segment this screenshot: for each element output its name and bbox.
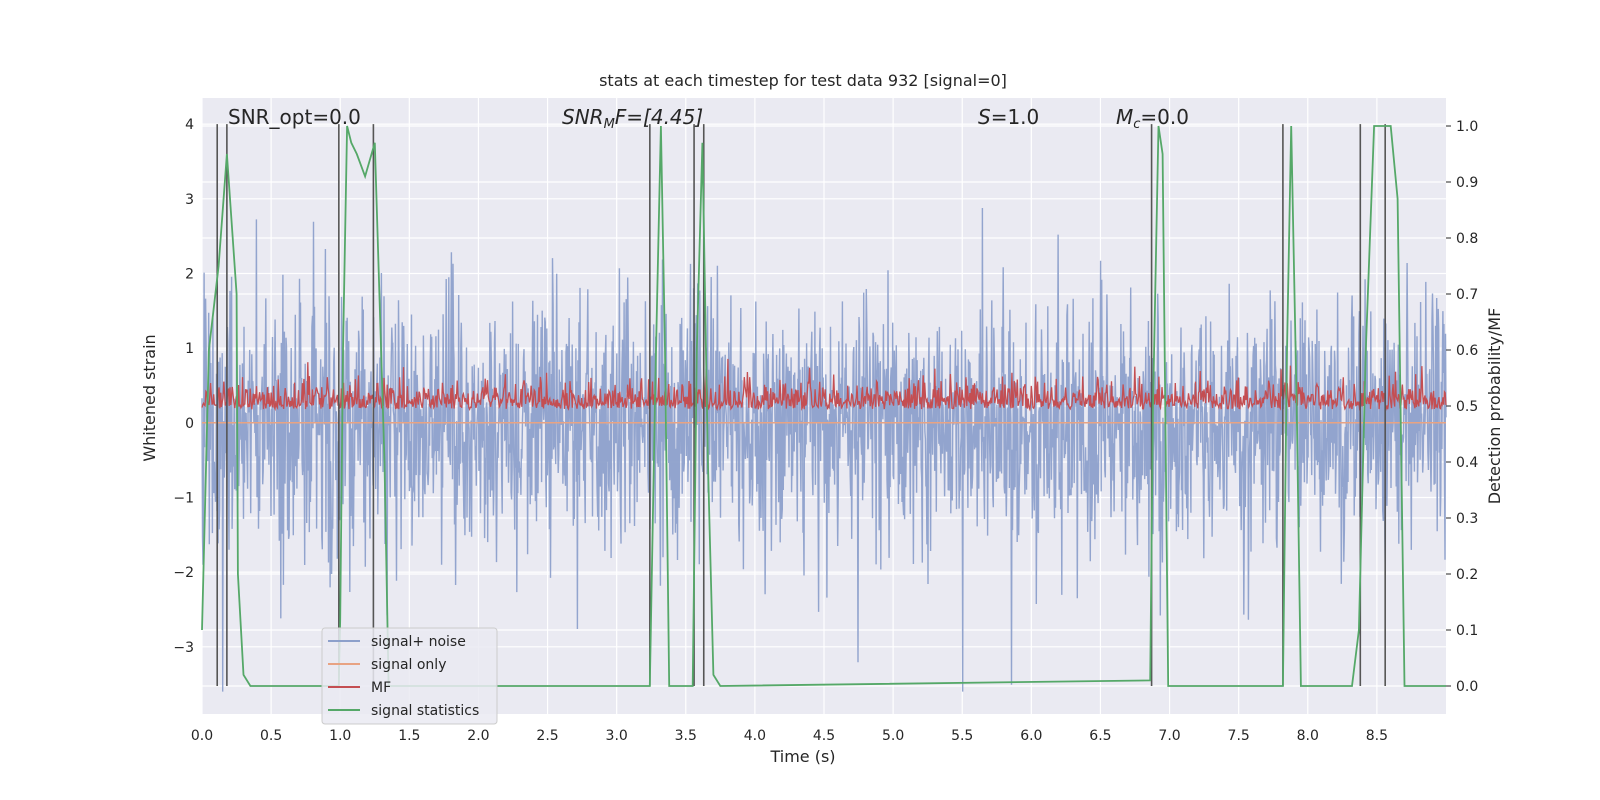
y-tick-label: −1 [173,490,194,506]
y-tick-label-right: 0.3 [1456,511,1478,527]
x-axis-label: Time (s) [769,747,835,766]
annotation-snr-opt: SNR_opt=0.0 [228,105,361,129]
y-tick-label-right: 0.5 [1456,399,1478,415]
x-tick-label: 1.0 [329,728,351,744]
y-tick-label-right: 0.4 [1456,455,1478,471]
y-tick-label: 0 [185,416,194,432]
annotation-s: S=1.0 [978,105,1039,129]
x-tick-label: 7.0 [1158,728,1180,744]
y-tick-label-right: 0.0 [1456,679,1478,695]
y-axis-label-right: Detection probability/MF [1485,308,1504,505]
legend-box [321,627,498,725]
x-tick-label: 3.0 [606,728,628,744]
x-tick-label: 4.0 [744,728,766,744]
x-tick-label: 6.0 [1020,728,1042,744]
legend-label-signal-only: signal only [371,657,446,673]
annotations: SNR_opt=0.0 SNRMF=[4.45] S=1.0 Mc=0.0 [228,105,1189,132]
x-tick-label: 7.5 [1228,728,1250,744]
y-tick-label: 2 [185,266,194,282]
x-tick-label: 8.0 [1297,728,1319,744]
annotation-snr-mf: SNRMF=[4.45] [562,105,703,132]
series-mf [201,358,1447,412]
y-tick-label: 1 [185,341,194,357]
x-tick-label: 8.5 [1366,728,1388,744]
x-tick-label: 5.5 [951,728,973,744]
noise-line [201,207,1447,692]
x-tick-label: 4.5 [813,728,835,744]
x-tick-label: 0.5 [260,728,282,744]
legend-label-mf: MF [371,680,391,696]
y-axis-label: Whitened strain [140,334,159,461]
y-tick-label-right: 0.9 [1456,175,1478,191]
mf-line [201,358,1447,412]
x-tick-label: 3.5 [675,728,697,744]
vertical-markers [216,124,1386,686]
x-tick-label: 6.5 [1089,728,1111,744]
y-tick-label-right: 0.2 [1456,567,1478,583]
x-tick-label: 1.5 [398,728,420,744]
y-ticks-left: −3 −2 −1 0 1 2 3 4 [173,117,194,656]
chart-title: stats at each timestep for test data 932… [599,71,1007,90]
legend-label-noise: signal+ noise [371,634,466,650]
y-tick-label-right: 0.7 [1456,287,1478,303]
y-tick-label-right: 0.8 [1456,231,1478,247]
x-tick-label: 2.0 [467,728,489,744]
y-ticks-right: 0.0 0.1 0.2 0.3 0.4 0.5 0.6 0.7 0.8 0.9 1.0 [1446,119,1478,695]
annotation-mc: Mc=0.0 [1116,105,1189,132]
y-tick-label-right: 1.0 [1456,119,1478,135]
y-tick-label: 4 [185,117,194,133]
legend: signal+ noise signal only MF signal stat… [321,627,498,725]
x-tick-label: 0.0 [191,728,213,744]
y-tick-label-right: 0.1 [1456,623,1478,639]
legend-label-signal-statistics: signal statistics [371,703,479,719]
y-tick-label: 3 [185,192,194,208]
x-tick-label: 5.0 [882,728,904,744]
series-signal-noise [201,207,1447,692]
y-tick-label: −3 [173,640,194,656]
y-tick-label-right: 0.6 [1456,343,1478,359]
x-ticks: 0.0 0.5 1.0 1.5 2.0 2.5 3.0 3.5 4.0 4.5 5.0 5.5 6.0 6… [191,728,1388,744]
x-tick-label: 2.5 [536,728,558,744]
y-tick-label: −2 [173,565,194,581]
